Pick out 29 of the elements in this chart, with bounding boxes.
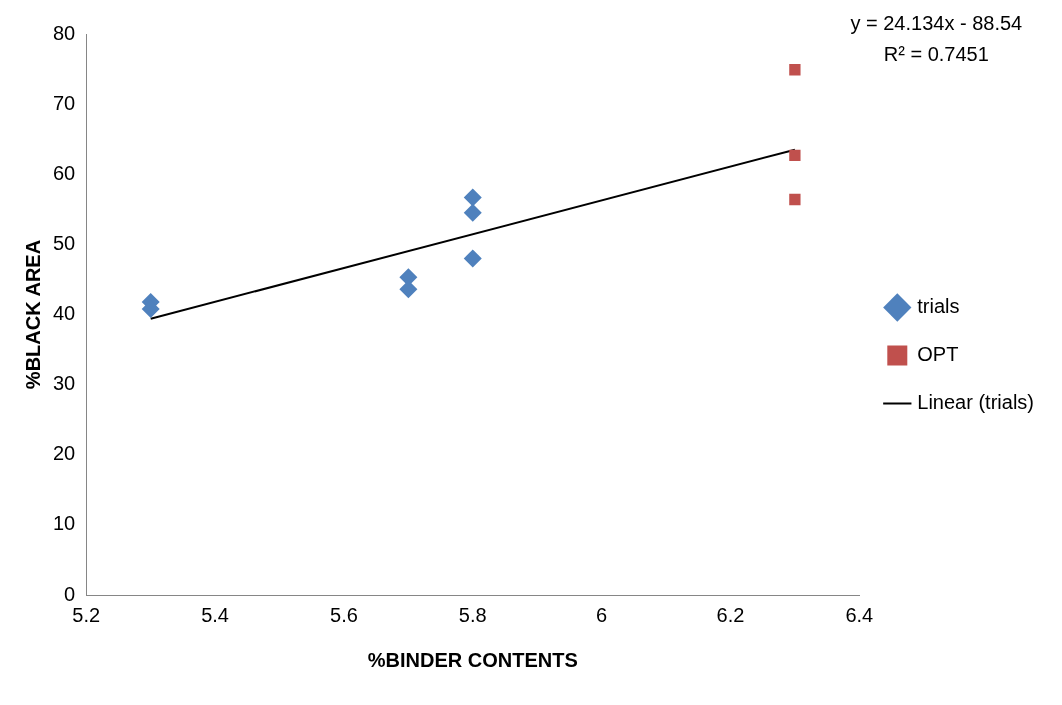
- x-axis-title: %BINDER CONTENTS: [367, 648, 578, 671]
- text: R² = 0.7451: [883, 42, 989, 65]
- y-tick-label: 10: [53, 512, 76, 535]
- x-tick-label: 6.2: [716, 603, 745, 626]
- point: [463, 249, 482, 268]
- x-tick-label: 6.4: [845, 603, 874, 626]
- x-tick-label: 5.6: [330, 603, 358, 626]
- x-tick-label: 5.2: [72, 603, 101, 626]
- point: [789, 149, 801, 161]
- y-tick-label: 30: [53, 372, 76, 395]
- x-tick-label: 6: [596, 603, 608, 626]
- y-tick-label: 60: [53, 161, 76, 184]
- legend-label: Linear (trials): [917, 391, 1034, 414]
- y-tick-label: 0: [64, 582, 76, 605]
- point: [789, 64, 801, 76]
- x-tick-label: 5.4: [201, 603, 229, 626]
- y-tick-label: 70: [53, 91, 76, 114]
- x-tick-label: 5.8: [458, 603, 487, 626]
- y-tick-label: 40: [53, 302, 76, 325]
- y-tick-label: 80: [53, 21, 76, 44]
- legend-label: trials: [917, 295, 960, 318]
- y-tick-label: 20: [53, 442, 76, 465]
- y-tick-label: 50: [53, 231, 76, 254]
- text: y = 24.134x - 88.54: [850, 11, 1023, 34]
- point: [463, 188, 482, 207]
- legend-label: OPT: [917, 343, 959, 366]
- point: [463, 203, 482, 222]
- y-axis-title: %BLACK AREA: [21, 239, 44, 390]
- point: [789, 193, 801, 206]
